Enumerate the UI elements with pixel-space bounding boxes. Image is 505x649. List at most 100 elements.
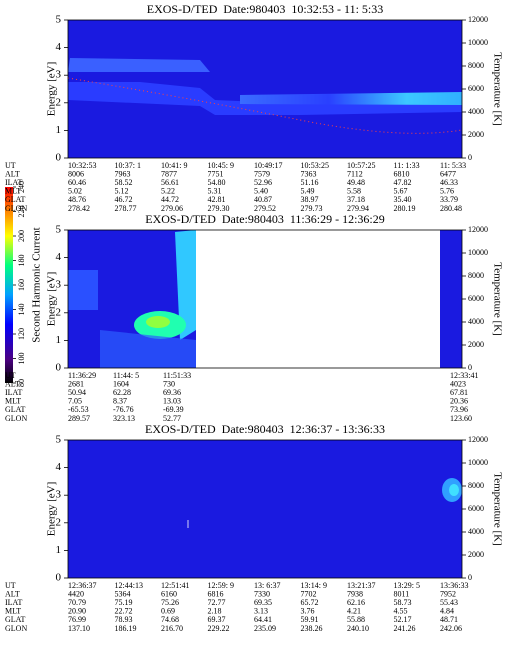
row-label: UT [5, 371, 16, 380]
row-value: 67.81 [450, 388, 468, 397]
row-value: 7938 [347, 589, 363, 598]
y2-tick-label: 8000 [468, 61, 484, 70]
row-value: 52.17 [394, 615, 412, 624]
row-value: 52.96 [254, 178, 272, 187]
row-value: 7579 [254, 169, 270, 178]
row-label: ILAT [5, 178, 22, 187]
row-value: 62.16 [347, 598, 365, 607]
row-value: 5.31 [208, 187, 222, 196]
row-value: 5.76 [440, 187, 454, 196]
colorbar-tick-label: 120 [17, 328, 26, 340]
row-value: 42.81 [208, 195, 226, 204]
row-value: 54.80 [208, 178, 226, 187]
row-value: 20.90 [68, 607, 86, 616]
row-value: 238.26 [301, 624, 323, 633]
colorbar-tick-label: 160 [17, 279, 26, 291]
y2-tick-label: 12000 [468, 15, 488, 24]
colorbar-tick-label: 140 [17, 304, 26, 316]
colorbar-label: Second Harmonic Current [31, 227, 43, 342]
colorbar-tick-label: 180 [17, 255, 26, 267]
row-value: 280.19 [394, 204, 416, 213]
y2-axis-label: Temperature [K] [491, 262, 503, 335]
row-value: 13: 6:37 [254, 581, 280, 590]
y2-tick-label: 10000 [468, 458, 488, 467]
spectrogram [67, 20, 463, 158]
y-tick-label: 5 [56, 224, 62, 236]
row-value: 59.91 [301, 615, 319, 624]
row-value: 12:33:41 [450, 371, 478, 380]
colorbar [5, 187, 13, 383]
row-value: 46.33 [440, 178, 458, 187]
row-value: -76.76 [113, 405, 134, 414]
colorbar-tick-label: 220 [17, 206, 26, 218]
panel-title: EXOS-D/TED Date:980403 10:32:53 - 11: 5:… [147, 2, 384, 16]
row-value: 235.09 [254, 624, 276, 633]
row-value: 278.42 [68, 204, 90, 213]
row-value: 75.26 [161, 598, 179, 607]
colorbar-tick-label: 240 [17, 181, 26, 193]
row-value: 280.48 [440, 204, 462, 213]
row-value: 33.79 [440, 195, 458, 204]
row-value: 56.61 [161, 178, 179, 187]
y-tick-label: 1 [56, 124, 62, 136]
y2-tick-label: 8000 [468, 481, 484, 490]
row-value: 7963 [115, 169, 131, 178]
row-value: 279.30 [208, 204, 230, 213]
row-value: 240.10 [347, 624, 369, 633]
row-value: 60.46 [68, 178, 86, 187]
y-tick-label: 5 [56, 434, 62, 446]
row-value: 279.06 [161, 204, 183, 213]
row-value: 5.02 [68, 187, 82, 196]
y-tick-label: 3 [56, 279, 62, 291]
row-value: 40.87 [254, 195, 272, 204]
row-value: 55.88 [347, 615, 365, 624]
row-label: GLON [5, 624, 27, 633]
y-tick-label: 2 [56, 96, 62, 108]
y2-tick-label: 10000 [468, 38, 488, 47]
row-value: 55.43 [440, 598, 458, 607]
row-value: 289.57 [68, 414, 90, 423]
colorbar-tick-label: 200 [17, 230, 26, 242]
row-value: 64.41 [254, 615, 272, 624]
row-value: 5.67 [394, 187, 408, 196]
row-value: 51.16 [301, 178, 319, 187]
row-value: 4.84 [440, 607, 454, 616]
row-value: 46.72 [115, 195, 133, 204]
row-value: 10:41: 9 [161, 161, 187, 170]
row-value: 10:49:17 [254, 161, 282, 170]
row-value: 11:36:29 [68, 371, 96, 380]
y2-tick-label: 0 [468, 573, 472, 582]
row-value: 6816 [208, 589, 224, 598]
y2-axis-label: Temperature [K] [491, 52, 503, 125]
row-value: 730 [163, 379, 175, 388]
y-axis-label: Energy [eV] [46, 62, 58, 116]
y2-tick-label: 8000 [468, 271, 484, 280]
row-value: -65.53 [68, 405, 89, 414]
row-value: 8.37 [113, 397, 127, 406]
spectrogram [68, 440, 462, 578]
row-value: 7877 [161, 169, 177, 178]
row-value: 7112 [347, 169, 363, 178]
y-tick-label: 1 [56, 544, 62, 556]
y2-tick-label: 2000 [468, 340, 484, 349]
y2-tick-label: 4000 [468, 527, 484, 536]
row-value: 38.97 [301, 195, 319, 204]
row-value: 229.22 [208, 624, 230, 633]
row-value: 5.12 [115, 187, 129, 196]
row-value: 8006 [68, 169, 84, 178]
row-value: 13:21:37 [347, 581, 375, 590]
y-axis-label: Energy [eV] [46, 272, 58, 326]
row-value: -69.39 [163, 405, 184, 414]
y-tick-label: 0 [56, 362, 62, 374]
y2-tick-label: 0 [468, 363, 472, 372]
row-value: 12:44:13 [115, 581, 143, 590]
y-tick-label: 4 [56, 461, 62, 473]
row-value: 0.69 [161, 607, 175, 616]
row-value: 58.52 [115, 178, 133, 187]
row-value: 6160 [161, 589, 177, 598]
row-value: 72.77 [208, 598, 226, 607]
y2-tick-label: 6000 [468, 84, 484, 93]
row-value: 2.18 [208, 607, 222, 616]
row-value: 75.19 [115, 598, 133, 607]
